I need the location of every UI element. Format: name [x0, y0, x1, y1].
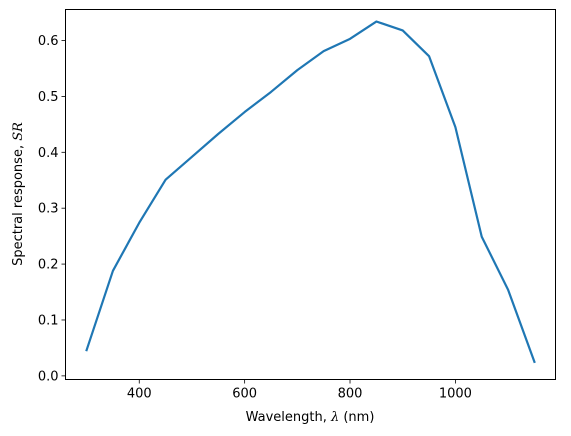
- x-tick-label: 1000: [439, 387, 472, 402]
- y-ticks: 0.0 0.1 0.2 0.3 0.4 0.5 0.6: [38, 34, 66, 384]
- y-axis-label-math: SR: [11, 122, 26, 141]
- x-axis-label: Wavelength, λ (nm): [246, 410, 375, 425]
- y-tick-label: 0.6: [38, 34, 59, 49]
- x-axis-label-post: (nm): [339, 410, 374, 425]
- x-tick-label: 600: [232, 387, 257, 402]
- y-tick-label: 0.2: [38, 258, 59, 273]
- x-axis-label-math: λ: [330, 410, 339, 425]
- x-ticks: 400 600 800 1000: [127, 379, 472, 402]
- y-tick-label: 0.0: [38, 369, 59, 384]
- series-line-0: [85, 20, 536, 364]
- x-tick-label: 400: [127, 387, 152, 402]
- plot-frame: [65, 9, 556, 380]
- x-axis-label-pre: Wavelength,: [246, 410, 331, 425]
- y-tick-label: 0.4: [38, 146, 59, 161]
- y-tick-label: 0.3: [38, 202, 59, 217]
- x-tick-label: 800: [338, 387, 363, 402]
- y-tick-label: 0.5: [38, 90, 59, 105]
- y-axis-label: Spectral response, SR: [11, 122, 26, 266]
- y-tick-label: 0.1: [38, 313, 59, 328]
- y-axis-label-pre: Spectral response,: [11, 141, 26, 266]
- series-lines: [85, 20, 536, 364]
